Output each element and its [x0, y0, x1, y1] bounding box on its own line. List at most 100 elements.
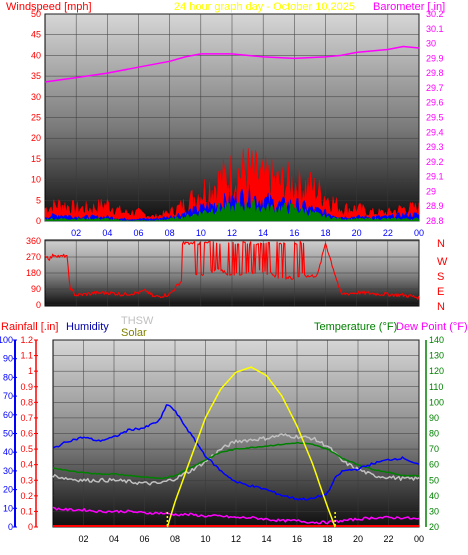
rainfall-tick-label: 1.1: [20, 351, 33, 361]
time-tick-label: 14: [258, 228, 268, 238]
solar-radiation-line: [166, 366, 336, 528]
temperature-tick-label: 70: [429, 444, 439, 454]
humidity-tick-label: 40: [3, 447, 13, 457]
rainfall-tick-label: 0.6: [20, 429, 33, 439]
barometer-tick-label: 29.1: [426, 172, 444, 182]
weather-series: [52, 366, 420, 528]
barometer-axis-title: Barometer [.in]: [373, 1, 445, 13]
barometer-tick-label: 29.4: [426, 127, 444, 137]
temperature-tick-label: 80: [429, 429, 439, 439]
time-tick-label: 02: [78, 534, 88, 544]
temperature-tick-label: 30: [429, 506, 439, 516]
barometer-tick-label: 29.8: [426, 68, 444, 78]
time-tick-label: 20: [352, 228, 362, 238]
humidity-tick-label: 0: [8, 522, 13, 532]
wind-low-area: [44, 198, 420, 222]
rainfall-tick-label: 0: [28, 522, 33, 532]
time-tick-label: 12: [227, 228, 237, 238]
barometer-tick-label: 29.3: [426, 142, 444, 152]
time-tick-label: 08: [165, 228, 175, 238]
barometer-line: [44, 45, 420, 83]
barometer-tick-label: 30.1: [426, 24, 444, 34]
direction-tick-label: 90: [31, 284, 41, 294]
rainfall-tick-label: 0.5: [20, 444, 33, 454]
dewpoint-axis-title: Dew Point (°F): [396, 321, 468, 333]
graph-title: 24 hour graph day - October 10,2025: [174, 1, 355, 13]
compass-label: S: [437, 271, 444, 283]
barometer-axis: 28.8 28.9 29 29.1 29.2 29.3 29.4 29.5 29.6 29.7 29…: [426, 9, 444, 226]
time-tick-label: 18: [320, 228, 330, 238]
temperature-tick-label: 20: [429, 522, 439, 532]
time-tick-label: 16: [289, 228, 299, 238]
thsw-legend: THSW: [121, 315, 154, 327]
time-tick-label: 16: [292, 534, 302, 544]
windspeed-tick-label: 50: [31, 9, 41, 19]
time-tick-label: 00: [414, 534, 424, 544]
humidity-tick-label: 60: [3, 410, 13, 420]
humidity-tick-label: 80: [3, 372, 13, 382]
windspeed-tick-label: 25: [31, 113, 41, 123]
compass-label: N: [437, 301, 445, 313]
temperature-tick-label: 100: [429, 397, 444, 407]
humidity-tick-label: 30: [3, 466, 13, 476]
time-tick-label: 06: [139, 534, 149, 544]
dewpoint-line: [52, 506, 420, 525]
time-tick-label: 12: [231, 534, 241, 544]
direction-series: [44, 240, 420, 301]
time-tick-label: 22: [383, 534, 393, 544]
windspeed-tick-label: 30: [31, 92, 41, 102]
direction-tick-label: 180: [26, 268, 41, 278]
windspeed-tick-label: 0: [36, 216, 41, 226]
wind-speed-axis: 0 5 10 15 20 25 30 35 40 45 50: [31, 9, 41, 226]
barometer-tick-label: 29.2: [426, 157, 444, 167]
time-tick-label: 06: [133, 228, 143, 238]
humidity-axis-title: Humidity: [66, 321, 109, 333]
compass-label: E: [437, 286, 444, 298]
humidity-line: [52, 404, 420, 501]
wind-average-area: [44, 184, 420, 222]
temperature-tick-label: 130: [429, 351, 444, 361]
wind-direction-line: [44, 240, 420, 301]
humidity-tick-label: 50: [3, 429, 13, 439]
rainfall-tick-label: 0.9: [20, 382, 33, 392]
direction-degree-axis: 0 90 180 270 360: [26, 236, 41, 310]
time-tick-label: 02: [71, 228, 81, 238]
humidity-tick-label: 90: [3, 354, 13, 364]
windspeed-tick-label: 10: [31, 175, 41, 185]
temperature-tick-label: 90: [429, 413, 439, 423]
wind-series: [44, 45, 420, 222]
barometer-tick-label: 29.6: [426, 98, 444, 108]
humidity-tick-label: 70: [3, 391, 13, 401]
rainfall-tick-label: 0.8: [20, 397, 33, 407]
rainfall-tick-label: 1: [28, 366, 33, 376]
rainfall-tick-label: 0.7: [20, 413, 33, 423]
compass-label: W: [437, 256, 448, 268]
barometer-tick-label: 30: [426, 39, 436, 49]
temperature-line: [52, 441, 420, 480]
windspeed-tick-label: 5: [36, 195, 41, 205]
barometer-tick-label: 29.7: [426, 83, 444, 93]
temperature-tick-label: 50: [429, 475, 439, 485]
rainfall-tick-label: 0.1: [20, 506, 33, 516]
temperature-tick-label: 140: [429, 335, 444, 345]
barometer-tick-label: 28.9: [426, 201, 444, 211]
rainfall-tick-label: 1.2: [20, 335, 33, 345]
humidity-tick-label: 10: [3, 503, 13, 513]
windspeed-tick-label: 15: [31, 154, 41, 164]
temperature-tick-label: 40: [429, 491, 439, 501]
time-tick-label: 10: [196, 228, 206, 238]
time-tick-label: 10: [200, 534, 210, 544]
windspeed-tick-label: 45: [31, 30, 41, 40]
time-tick-label: 20: [353, 534, 363, 544]
direction-tick-label: 0: [36, 300, 41, 310]
time-tick-label: 18: [322, 534, 332, 544]
time-tick-label: 04: [102, 228, 112, 238]
rainfall-axis: 0 0.1 0.2 0.3 0.4 0.5 0.6 0.7 0.8 0.9 1 1.1 1.2: [20, 335, 38, 532]
barometer-tick-label: 29.5: [426, 113, 444, 123]
barometer-tick-label: 29: [426, 186, 436, 196]
barometer-tick-label: 29.9: [426, 53, 444, 63]
